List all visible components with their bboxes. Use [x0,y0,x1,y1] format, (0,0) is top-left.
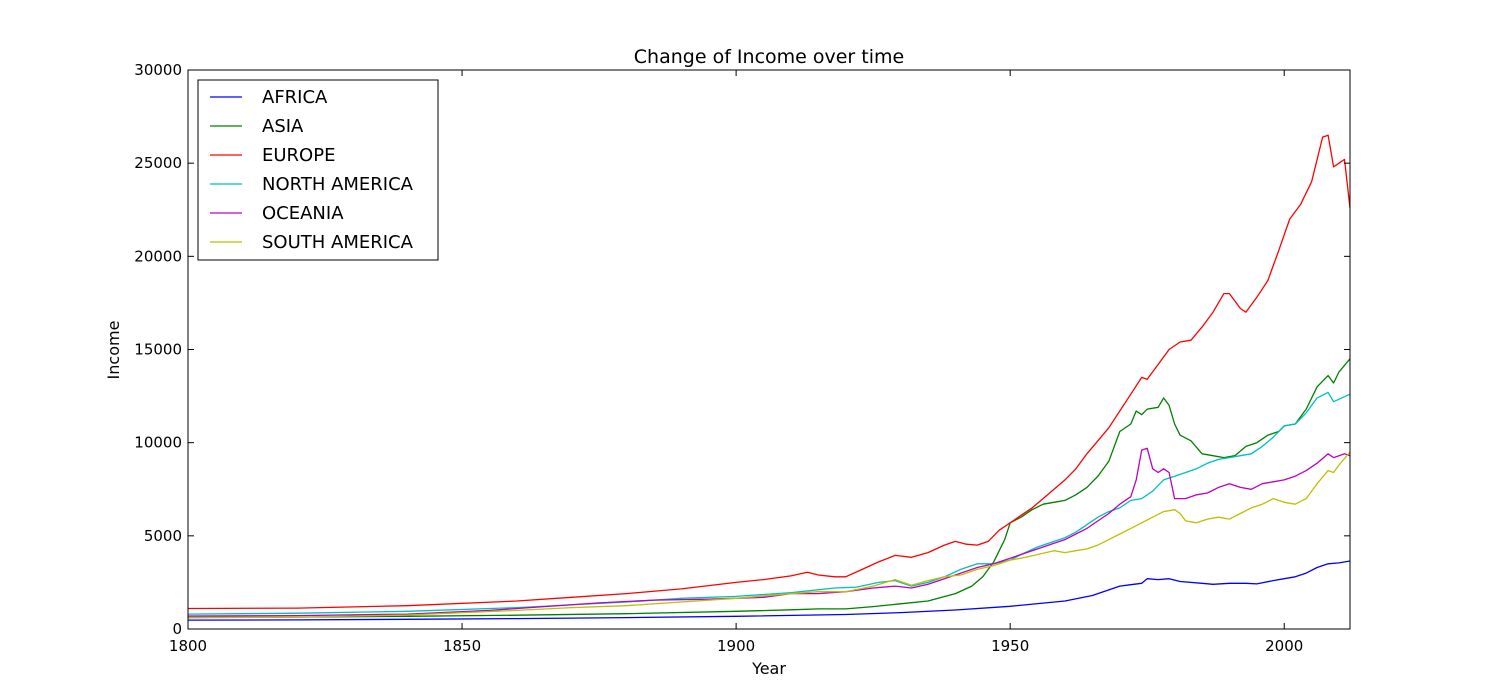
series-line-africa [187,560,1351,621]
legend-label-south-america: SOUTH AMERICA [262,232,414,253]
x-tick-label: 1850 [443,637,481,655]
x-tick-label: 2000 [1265,637,1303,655]
legend-label-europe: EUROPE [262,145,335,166]
y-tick-label: 25000 [134,154,182,172]
y-tick-label: 0 [172,620,182,638]
legend: AFRICA ASIA EUROPE NORTH AMERICA OCEANIA SOUT… [197,79,439,261]
series-line-asia [187,358,1351,619]
series-line-north-america [187,391,1351,615]
x-axis-label: Year [751,659,786,678]
y-tick-label: 5000 [144,527,182,545]
legend-label-north-america: NORTH AMERICA [262,174,414,195]
y-tick-label: 10000 [134,434,182,452]
x-tick-label: 1800 [169,637,207,655]
chart-title: Change of Income over time [634,46,904,68]
series-line-south-america [187,451,1351,619]
x-tick-label: 1950 [991,637,1029,655]
legend-label-africa: AFRICA [262,87,328,108]
legend-box [197,79,439,261]
legend-label-oceania: OCEANIA [262,203,344,224]
series-line-oceania [187,447,1351,617]
ticks-layer: 1800 1850 1900 1950 200005000100001500020000… [134,61,1350,655]
y-tick-label: 20000 [134,247,182,265]
x-tick-label: 1900 [717,637,755,655]
y-axis-label: Income [104,321,123,380]
plot-frame [187,69,1351,630]
legend-label-asia: ASIA [262,116,304,137]
y-tick-label: 30000 [134,61,182,79]
series-line-europe [187,134,1351,610]
y-tick-label: 15000 [134,341,182,359]
series-layer [187,134,1351,621]
